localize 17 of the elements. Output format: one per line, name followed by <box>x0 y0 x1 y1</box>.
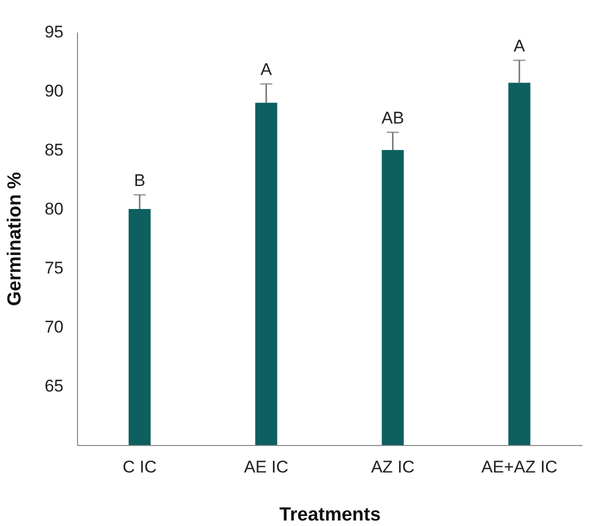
x-tick-label: AE IC <box>244 458 288 476</box>
y-tick-label: 65 <box>44 376 64 396</box>
annotation: AB <box>381 108 404 128</box>
y-tick-label: 95 <box>44 22 64 42</box>
y-tick-label: 90 <box>44 82 64 100</box>
y-tick-label: 85 <box>44 140 64 160</box>
annotation: A <box>260 60 273 79</box>
y-tick-label: 70 <box>44 318 64 336</box>
x-tick-label: AE+AZ IC <box>481 458 558 476</box>
y-axis-title: Germination % <box>4 172 26 306</box>
x-tick-label: C IC <box>122 458 157 476</box>
x-axis-title: Treatments <box>279 504 381 526</box>
y-tick-label: 75 <box>44 258 64 278</box>
x-tick-label: AZ IC <box>371 458 415 476</box>
y-tick-label: 80 <box>44 200 64 218</box>
annotation: A <box>514 36 526 56</box>
annotation: B <box>134 170 146 190</box>
